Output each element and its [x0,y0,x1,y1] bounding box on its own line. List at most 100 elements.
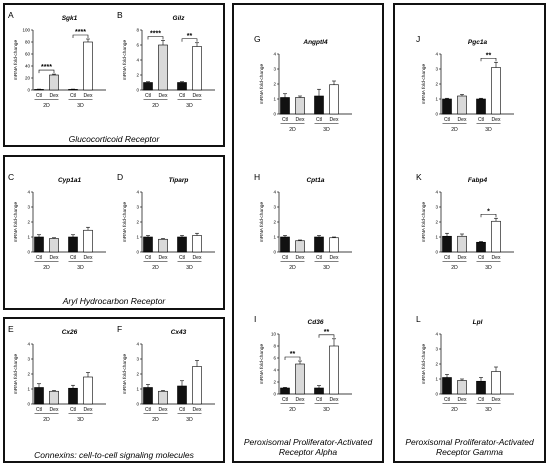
x-tick-label: Ctl [316,117,322,123]
bar [49,238,59,253]
panel-letter: I [254,314,256,324]
condition-label: 2D [152,103,159,109]
x-tick-label: Dex [296,255,305,261]
x-tick-label: Ctl [282,255,288,261]
x-tick-label: Dex [458,255,467,261]
y-tick-label: 1 [435,235,438,240]
y-tick-label: 2 [27,372,30,377]
significance-label: **** [75,29,86,36]
x-tick-label: Ctl [145,407,151,413]
condition-label: 3D [485,127,492,133]
bar [442,377,452,395]
bar [329,237,339,253]
y-tick-label: 3 [136,357,139,362]
x-tick-label: Dex [330,397,339,403]
condition-label: 3D [186,103,193,109]
y-axis-label: mRNA fold-change [259,344,265,385]
y-tick-label: 0 [435,392,438,397]
bar [491,67,501,115]
chart-tiparp: D Tiparp mRNA fold-change 0 1 2 3 4 Ctl Dex Ctl Dex… [117,172,215,271]
y-tick-label: 4 [273,368,276,373]
bar [143,387,153,405]
y-tick-label: 6 [136,43,139,48]
panel-letter: A [8,10,14,20]
bar [280,387,290,395]
condition-label: 3D [77,417,84,423]
x-tick-label: Dex [492,117,501,123]
bar [192,235,202,253]
y-axis-label: mRNA fold-change [13,40,19,81]
significance-label: ** [187,33,193,40]
condition-label: 2D [451,265,458,271]
bar [177,385,187,405]
y-tick-label: 2 [435,220,438,225]
chart-cyp1a1: C Cyp1a1 mRNA fold-change 0 1 2 3 4 Ctl Dex Ctl Dex… [8,172,106,271]
significance-bracket [38,69,55,74]
y-tick-label: 3 [435,347,438,352]
y-tick-label: 100 [22,28,30,33]
y-tick-label: 4 [27,190,30,195]
x-tick-label: Dex [330,255,339,261]
bar [491,220,501,253]
bar [280,97,290,115]
significance-bracket [181,38,198,42]
condition-label: 2D [152,417,159,423]
bar [314,95,324,115]
y-tick-label: 10 [271,332,277,337]
chart-title: Lpl [473,319,483,326]
chart-title: Gilz [173,15,186,22]
x-tick-label: Ctl [36,255,42,261]
bar [158,44,168,91]
bar [280,236,290,253]
chart-title: Tiparp [169,177,189,184]
bar [34,236,44,253]
y-tick-label: 0 [273,392,276,397]
x-tick-label: Dex [296,397,305,403]
y-tick-label: 1 [435,377,438,382]
bar [476,241,486,253]
x-tick-label: Ctl [179,255,185,261]
condition-label: 3D [77,265,84,271]
y-axis-label: mRNA fold-change [122,202,128,243]
y-tick-label: 80 [25,40,31,45]
y-axis-label: mRNA fold-change [122,354,128,395]
y-tick-label: 2 [273,220,276,225]
y-tick-label: 3 [27,357,30,362]
y-tick-label: 3 [435,67,438,72]
condition-label: 2D [451,407,458,413]
chart-title: Pgc1a [468,39,488,46]
x-tick-label: Ctl [70,93,76,99]
y-tick-label: 3 [273,205,276,210]
panel-letter: H [254,172,260,182]
x-tick-label: Ctl [316,397,322,403]
condition-label: 3D [485,265,492,271]
y-tick-label: 0 [136,250,139,255]
chart-title: Cx26 [62,329,78,336]
x-tick-label: Dex [296,117,305,123]
y-tick-label: 0 [273,112,276,117]
significance-bracket [72,34,89,38]
y-tick-label: 2 [136,220,139,225]
y-tick-label: 40 [25,64,31,69]
x-tick-label: Ctl [444,397,450,403]
y-axis-label: mRNA fold-change [421,344,427,385]
chart-cd36: I Cd36 mRNA fold-change 0 2 4 6 8 10 Ctl Dex Ctl Dex… [254,314,352,413]
x-tick-label: Dex [458,397,467,403]
group-box-glucocorticoid: Glucocorticoid Receptor [3,3,225,147]
y-tick-label: 1 [273,97,276,102]
y-axis-label: mRNA fold-change [421,202,427,243]
x-tick-label: Ctl [478,255,484,261]
panel-letter: C [8,172,14,182]
panel-letter: K [416,172,422,182]
x-tick-label: Dex [492,255,501,261]
bar [491,371,501,395]
x-tick-label: Dex [50,93,59,99]
y-tick-label: 20 [25,76,31,81]
y-tick-label: 4 [136,342,139,347]
y-tick-label: 1 [136,387,139,392]
y-tick-label: 3 [27,205,30,210]
group-title-connexins: Connexins: cell-to-cell signaling molecu… [34,450,194,460]
condition-label: 2D [289,265,296,271]
